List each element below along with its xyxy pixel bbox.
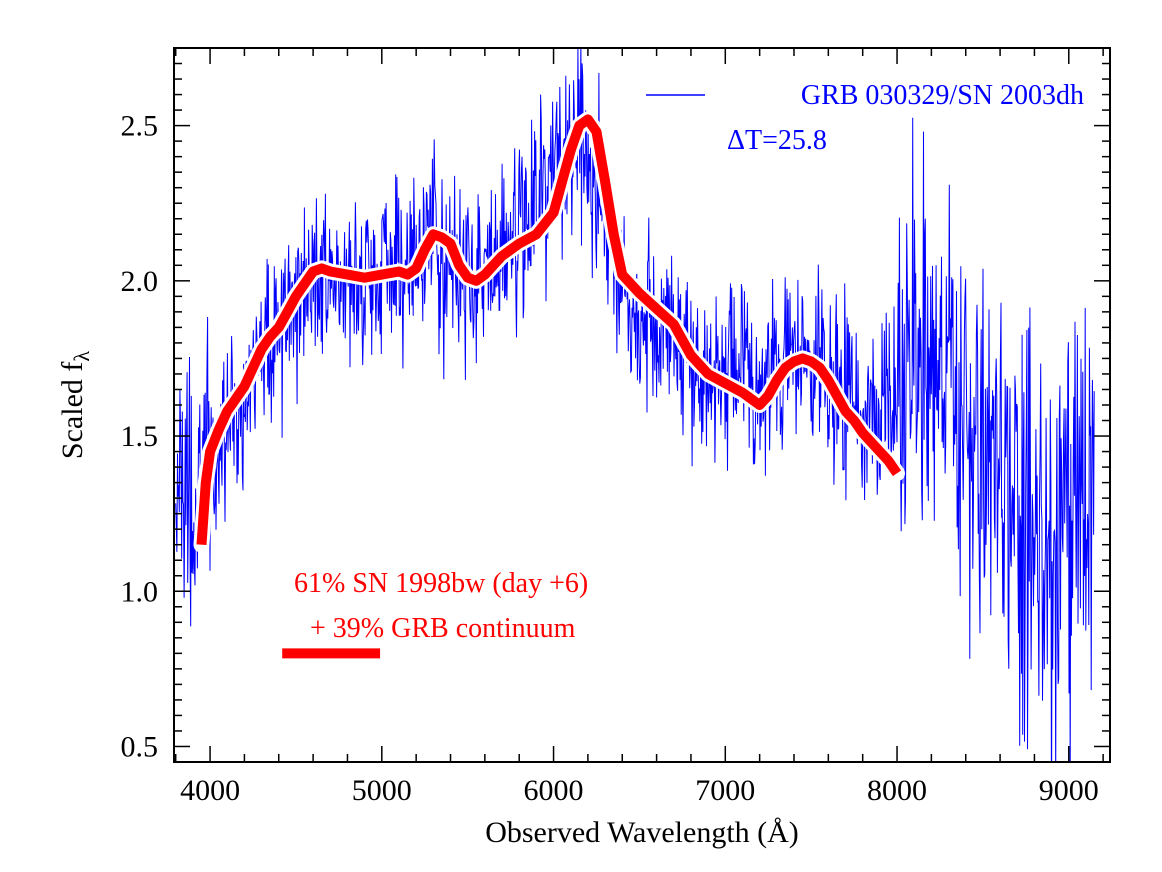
y-axis-label: Scaled fλ <box>56 351 94 459</box>
legend-observed-annotation: ΔT=25.8 <box>727 125 827 156</box>
y-axis-label-subscript: λ <box>69 351 94 362</box>
x-axis-label: Observed Wavelength (Å) <box>485 816 799 849</box>
y-tick-label: 1.0 <box>121 575 159 608</box>
y-tick-label: 2.0 <box>121 265 159 298</box>
x-tick-label: 8000 <box>867 774 927 807</box>
y-tick-label: 1.5 <box>121 420 159 453</box>
x-tick-label: 7000 <box>695 774 755 807</box>
model-spectrum-group <box>193 111 905 553</box>
x-tick-label: 9000 <box>1039 774 1099 807</box>
model-spectrum-line <box>196 114 902 546</box>
y-tick-label: 2.5 <box>121 110 159 143</box>
legend-model-label-line2: + 39% GRB continuum <box>310 613 576 644</box>
legend-observed-label: GRB 030329/SN 2003dh <box>801 80 1084 111</box>
x-tick-label: 4000 <box>180 774 240 807</box>
axis-ticks <box>174 48 1110 762</box>
x-tick-label: 5000 <box>352 774 412 807</box>
legend-model-label-line1: 61% SN 1998bw (day +6) <box>294 568 588 599</box>
y-axis-label-main: Scaled f <box>56 362 89 459</box>
y-tick-label: 0.5 <box>121 730 159 763</box>
x-tick-labels: 4000 5000 6000 7000 8000 9000 <box>180 774 1099 807</box>
y-tick-labels: 0.5 1.0 1.5 2.0 2.5 <box>121 110 159 764</box>
x-tick-label: 6000 <box>524 774 584 807</box>
